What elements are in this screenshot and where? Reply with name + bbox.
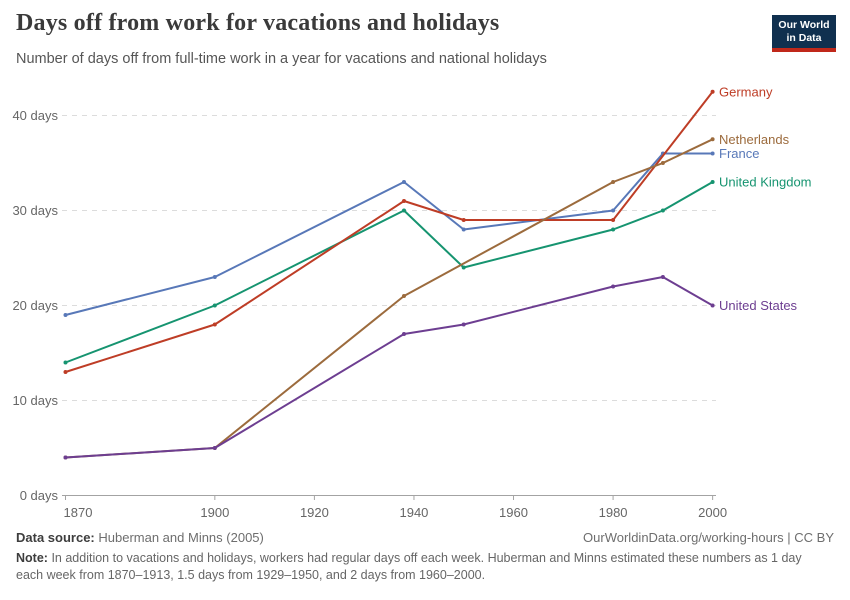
note-label: Note: (16, 551, 48, 565)
y-tick-label: 30 days (12, 203, 58, 218)
series-label-united-states: United States (719, 298, 798, 313)
data-point (461, 265, 466, 270)
y-tick-label: 40 days (12, 108, 58, 123)
chart-note: Note: In addition to vacations and holid… (16, 550, 822, 585)
x-tick-label: 1980 (599, 505, 628, 520)
x-axis: 1870 1900 1920 1940 1960 1980 2000 (62, 495, 727, 520)
x-tick-label: 1900 (200, 505, 229, 520)
data-point (710, 89, 715, 94)
owid-logo-line1: Our World (778, 19, 830, 31)
gridlines (62, 115, 716, 401)
owid-logo: Our World in Data (772, 15, 836, 53)
data-point (660, 208, 665, 213)
series-france: France (63, 146, 759, 317)
data-point (402, 332, 406, 336)
y-tick-label: 10 days (12, 393, 58, 408)
series-united-states: United States (63, 275, 798, 460)
data-point (402, 199, 406, 203)
data-point (710, 137, 715, 142)
data-point (611, 180, 616, 184)
note-text: In addition to vacations and holidays, w… (16, 551, 802, 583)
series-line-france (64, 152, 714, 316)
data-point (461, 227, 466, 232)
x-tick-label: 1870 (64, 505, 93, 520)
y-tick-label: 20 days (12, 298, 58, 313)
citation-link[interactable]: OurWorldinData.org/working-hours | CC BY (583, 530, 834, 545)
series-line-germany (64, 90, 714, 373)
data-point (212, 446, 217, 450)
data-point (660, 275, 665, 279)
data-point (611, 227, 616, 232)
series-label-germany: Germany (719, 84, 773, 99)
data-point (212, 303, 217, 308)
data-point (63, 370, 68, 374)
series-line-netherlands (64, 138, 714, 459)
page-title: Days off from work for vacations and hol… (16, 10, 500, 36)
data-point (212, 275, 217, 279)
data-point (611, 208, 616, 213)
data-point (63, 455, 68, 460)
data-point (461, 322, 466, 327)
y-tick-label: 0 days (20, 488, 59, 503)
data-point (402, 208, 406, 213)
x-tick-label: 1960 (499, 505, 528, 520)
y-axis-labels: 0 days 10 days 20 days 30 days 40 days (12, 108, 58, 503)
series-germany: Germany (63, 84, 773, 374)
series-label-united-kingdom: United Kingdom (719, 175, 812, 190)
data-source-label: Data source: (16, 530, 95, 545)
data-point (611, 284, 616, 289)
data-point (660, 161, 665, 165)
series-line-united-states (64, 276, 714, 459)
data-point (710, 303, 715, 308)
owid-logo-red-bar (772, 48, 836, 53)
series-label-france: France (719, 146, 759, 161)
owid-logo-line2: in Data (786, 32, 822, 45)
data-point (461, 218, 466, 222)
data-point (402, 294, 406, 298)
data-source-value: Huberman and Minns (2005) (98, 530, 264, 545)
data-source-row: Data source: Huberman and Minns (2005) (16, 530, 264, 545)
x-tick-label: 1940 (399, 505, 428, 520)
series-netherlands: Netherlands (63, 132, 790, 460)
data-point (611, 218, 616, 222)
data-point (63, 313, 68, 317)
data-point (402, 180, 406, 184)
owid-logo-text: Our World in Data (772, 15, 836, 49)
x-tick-label: 1920 (300, 505, 329, 520)
data-point (710, 151, 715, 156)
x-tick-label: 2000 (698, 505, 727, 520)
data-point (710, 180, 715, 184)
data-point (212, 322, 217, 327)
series-label-netherlands: Netherlands (719, 132, 790, 147)
series-united-kingdom: United Kingdom (63, 175, 812, 365)
data-point (63, 360, 68, 365)
chart-subtitle: Number of days off from full-time work i… (16, 51, 547, 67)
